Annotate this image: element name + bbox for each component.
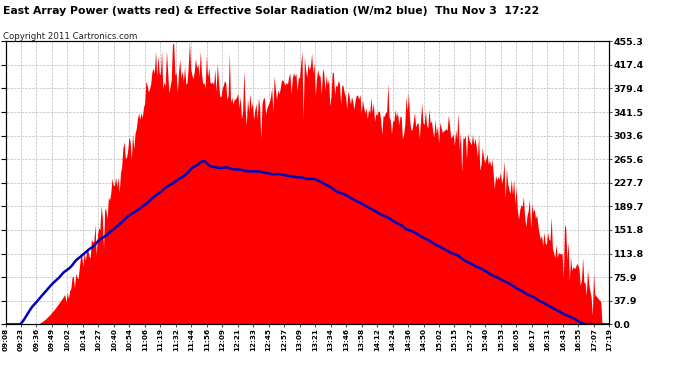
Text: East Array Power (watts red) & Effective Solar Radiation (W/m2 blue)  Thu Nov 3 : East Array Power (watts red) & Effective…	[3, 6, 540, 16]
Text: Copyright 2011 Cartronics.com: Copyright 2011 Cartronics.com	[3, 32, 138, 41]
